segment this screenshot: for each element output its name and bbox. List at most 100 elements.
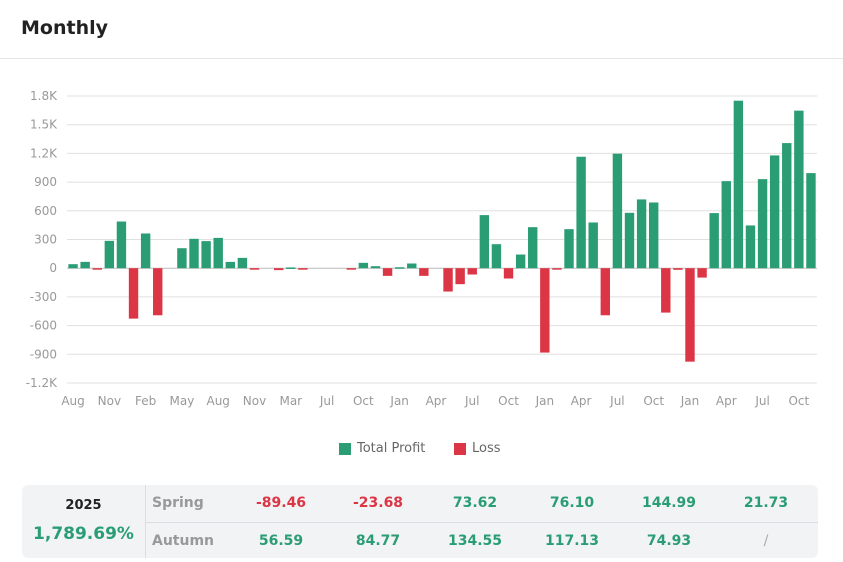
bar-jan <box>128 268 139 319</box>
x-tick-label: Jan <box>680 394 700 408</box>
bar-aug <box>213 237 223 269</box>
y-tick-label: 1.2K <box>30 146 58 160</box>
bar-jun <box>600 268 611 316</box>
x-tick-label: Oct <box>643 394 664 408</box>
bar-jul <box>201 241 211 269</box>
x-tick-label: Feb <box>135 394 156 408</box>
x-tick-label: Apr <box>571 394 592 408</box>
bar-aug <box>769 155 780 269</box>
y-tick-label: 0 <box>49 261 57 275</box>
x-tick-label: Jul <box>609 394 624 408</box>
x-tick-label: Oct <box>788 394 809 408</box>
legend-item-loss[interactable]: Loss <box>454 441 501 456</box>
bar-apr <box>721 181 731 269</box>
bar-nov <box>661 268 671 313</box>
legend-item-total-profit[interactable]: Total Profit <box>339 441 425 456</box>
x-tick-label: Oct <box>498 394 519 408</box>
summary-value: 144.99 <box>641 495 697 511</box>
bar-oct <box>358 262 369 269</box>
y-tick-label: -300 <box>30 290 57 304</box>
monthly-bar-chart: 1.8K1.5K1.2K9006003000-300-600-900-1.2KA… <box>26 89 817 408</box>
x-tick-label: Nov <box>98 394 121 408</box>
summary-value: 117.13 <box>544 533 600 549</box>
legend-label: Total Profit <box>357 441 426 456</box>
x-tick-label: Jul <box>464 394 479 408</box>
y-tick-label: 900 <box>34 175 57 189</box>
x-tick-label: Aug <box>61 394 84 408</box>
y-tick-label: 600 <box>34 204 57 218</box>
x-tick-label: May <box>170 394 195 408</box>
bar-mar <box>564 229 574 269</box>
legend-label: Loss <box>472 441 501 456</box>
row-label: Spring <box>152 495 204 511</box>
y-tick-label: 1.8K <box>30 89 58 103</box>
panel-title: Monthly <box>21 17 108 39</box>
x-tick-label: Jan <box>535 394 555 408</box>
summary-value: / <box>763 533 769 549</box>
bar-mar <box>153 268 163 316</box>
bar-jun <box>189 238 199 269</box>
summary-value: 134.55 <box>447 533 503 549</box>
bar-oct <box>237 257 248 269</box>
summary-table: 2025 1,789.69% Spring -89.46 -23.68 73.62 76… <box>22 485 818 558</box>
year-total-return: 1,789.69% <box>33 524 134 544</box>
bar-feb <box>407 263 417 269</box>
bar-may <box>298 268 308 270</box>
y-tick-label: -900 <box>30 347 57 361</box>
summary-value: 76.10 <box>549 495 595 511</box>
bar-apr <box>576 156 586 269</box>
y-tick-label: -600 <box>30 319 57 333</box>
bar-jul <box>467 268 477 275</box>
bar-jun <box>745 225 756 269</box>
bar-may <box>443 268 453 292</box>
bar-may <box>177 248 187 269</box>
bar-nov <box>104 240 115 269</box>
bar-sep <box>782 143 792 269</box>
bar-oct <box>92 268 102 270</box>
y-tick-label: 300 <box>34 233 57 247</box>
bar-sep <box>346 268 356 270</box>
bar-mar <box>286 267 296 269</box>
bar-feb <box>552 268 562 270</box>
summary-value: 74.93 <box>646 533 692 549</box>
bar-sep <box>225 261 236 269</box>
bar-nov <box>515 254 526 269</box>
bar-jun <box>455 268 465 285</box>
bar-oct <box>648 202 659 269</box>
x-tick-label: Oct <box>353 394 374 408</box>
bar-nov <box>249 268 260 270</box>
chart-legend: Total Profit Loss <box>0 441 843 459</box>
header-divider <box>0 58 843 59</box>
x-tick-label: Apr <box>716 394 737 408</box>
bar-jul <box>612 153 623 269</box>
summary-value: 21.73 <box>743 495 789 511</box>
x-tick-label: Jan <box>389 394 409 408</box>
x-tick-label: Jul <box>754 394 769 408</box>
summary-row-autumn: Autumn 56.59 84.77 134.55 117.13 74.93 / <box>146 522 818 559</box>
x-tick-label: Mar <box>279 394 302 408</box>
year-cell: 2025 1,789.69% <box>22 485 146 558</box>
bar-sep <box>636 199 647 269</box>
summary-value: -23.68 <box>352 495 404 511</box>
bar-jan <box>685 268 695 362</box>
bar-sep <box>80 261 90 269</box>
bar-oct <box>794 110 804 269</box>
summary-value: -89.46 <box>255 495 307 511</box>
bar-mar <box>419 268 429 276</box>
x-tick-label: Nov <box>243 394 266 408</box>
bar-oct <box>503 268 514 279</box>
bar-jan <box>394 267 405 269</box>
x-tick-label: Apr <box>426 394 447 408</box>
x-tick-label: Aug <box>206 394 229 408</box>
bar-jul <box>757 179 768 269</box>
bar-aug <box>624 212 635 269</box>
y-tick-label: -1.2K <box>26 376 58 390</box>
y-tick-label: 1.5K <box>30 118 58 132</box>
bar-feb <box>697 268 707 278</box>
summary-row-spring: Spring -89.46 -23.68 73.62 76.10 144.99 21.73 <box>146 485 818 521</box>
bar-dec <box>673 268 683 270</box>
bar-dec <box>382 268 393 276</box>
summary-value: 73.62 <box>452 495 498 511</box>
bar-dec <box>528 227 538 269</box>
